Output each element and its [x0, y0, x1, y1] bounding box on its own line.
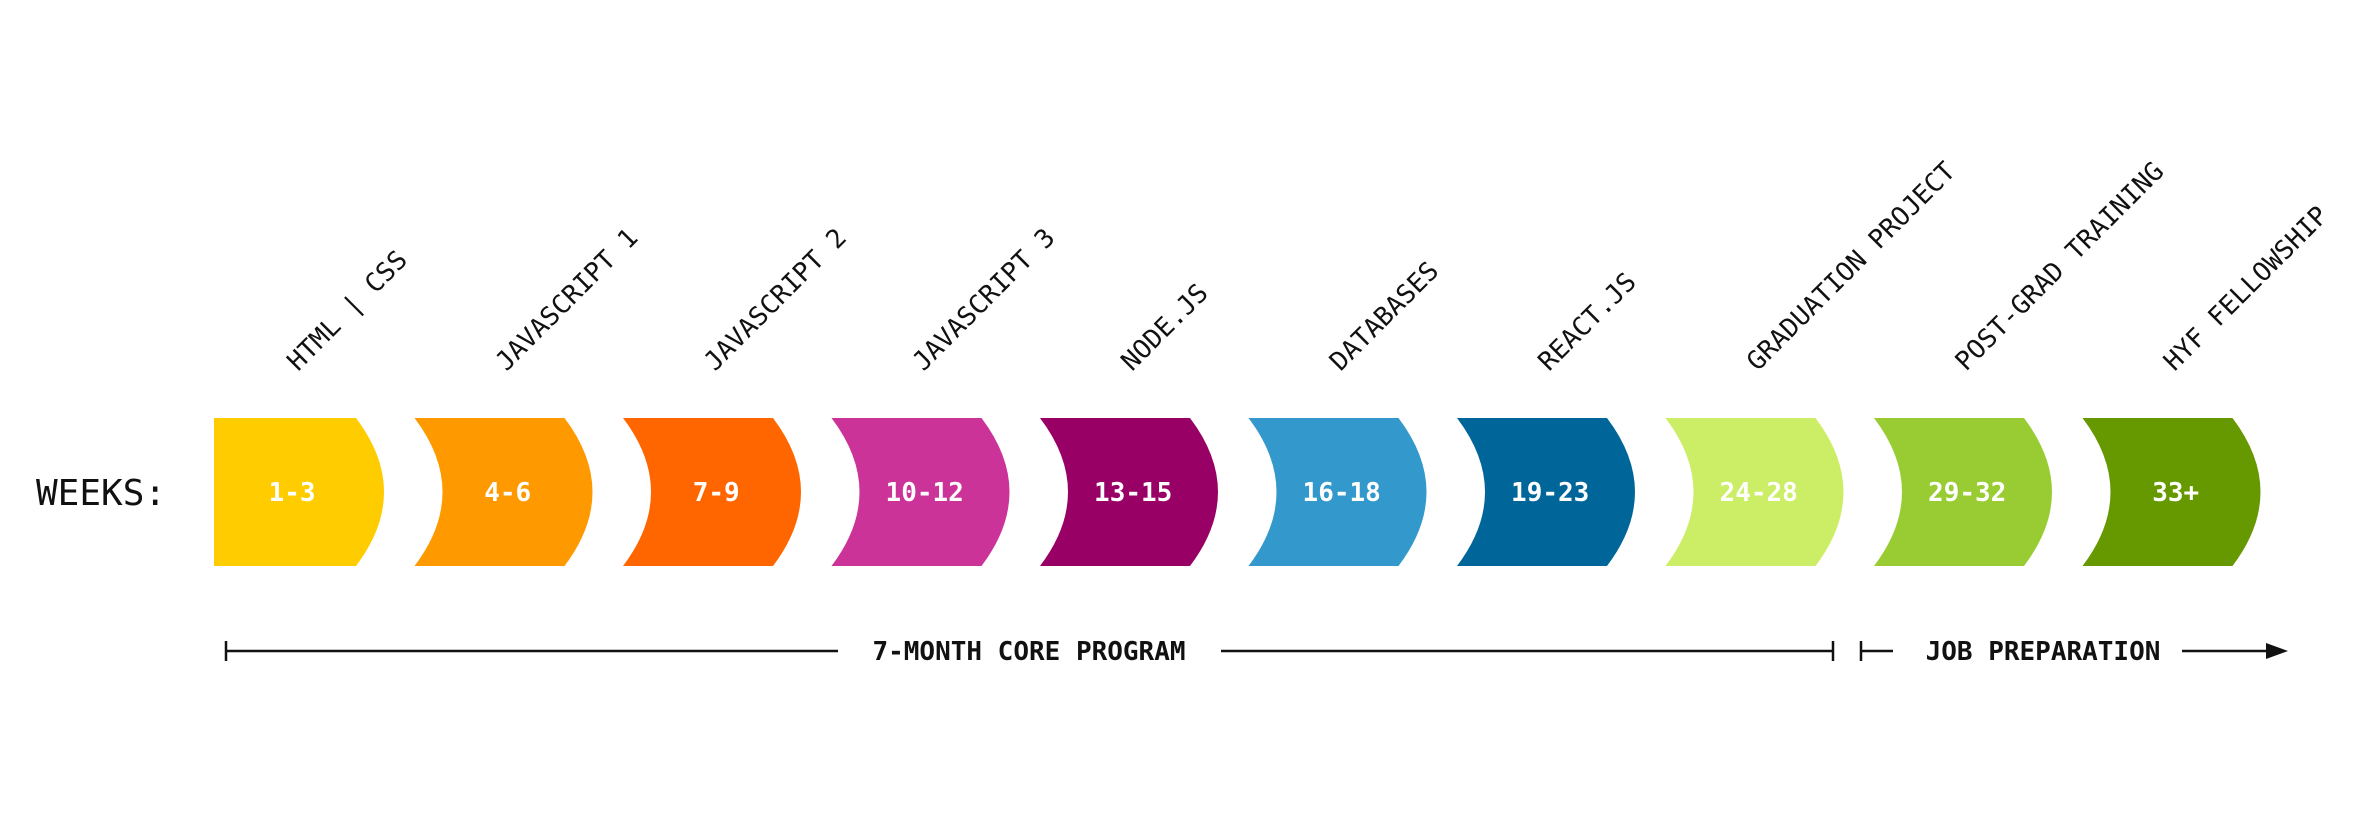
module-topic-label: DATABASES [1324, 256, 1445, 377]
module-segment [623, 418, 801, 566]
module-weeks-label: 19-23 [1511, 478, 1589, 508]
module-weeks-label: 1-3 [269, 478, 316, 508]
module-timeline: 1-3 HTML | CSS 4-6 JAVASCRIPT 1 7-9 JAVASCRIP… [214, 156, 2334, 566]
module-segment [1040, 418, 1218, 566]
module-topic-label: NODE.JS [1116, 278, 1215, 377]
module-segment [1874, 418, 2052, 566]
module-weeks-label: 10-12 [886, 478, 964, 508]
module-segment [414, 418, 593, 566]
module-segment [1248, 418, 1427, 566]
module-segment [2082, 418, 2261, 566]
module-topic-label: REACT.JS [1533, 267, 1643, 377]
module-topic-label: GRADUATION PROJECT [1741, 156, 1962, 377]
module-topic-label: HYF FELLOWSHIP [2158, 201, 2334, 377]
module-segment [831, 418, 1010, 566]
module-weeks-label: 13-15 [1094, 478, 1172, 508]
module-segment [214, 418, 384, 566]
weeks-label: WEEKS: [36, 473, 166, 514]
module-topic-label: HTML | CSS [282, 245, 414, 377]
module-weeks-label: 29-32 [1928, 478, 2006, 508]
module-topic-label: JAVASCRIPT 1 [490, 223, 644, 377]
module-topic-label: JAVASCRIPT 2 [699, 223, 853, 377]
module-topic-label: POST-GRAD TRAINING [1950, 156, 2170, 376]
module-weeks-label: 24-28 [1720, 478, 1798, 508]
core-program-label: 7-MONTH CORE PROGRAM [872, 637, 1185, 667]
module-weeks-label: 33+ [2152, 478, 2199, 508]
arrow-right-icon [2266, 643, 2288, 659]
job-preparation-label: JOB PREPARATION [1926, 637, 2161, 667]
module-weeks-label: 16-18 [1303, 478, 1381, 508]
module-weeks-label: 7-9 [693, 478, 740, 508]
module-segment [1457, 418, 1635, 566]
module-weeks-label: 4-6 [484, 478, 531, 508]
module-topic-label: JAVASCRIPT 3 [907, 223, 1061, 377]
module-segment [1665, 418, 1844, 566]
phase-indicators: 7-MONTH CORE PROGRAM JOB PREPARATION [224, 637, 2288, 667]
